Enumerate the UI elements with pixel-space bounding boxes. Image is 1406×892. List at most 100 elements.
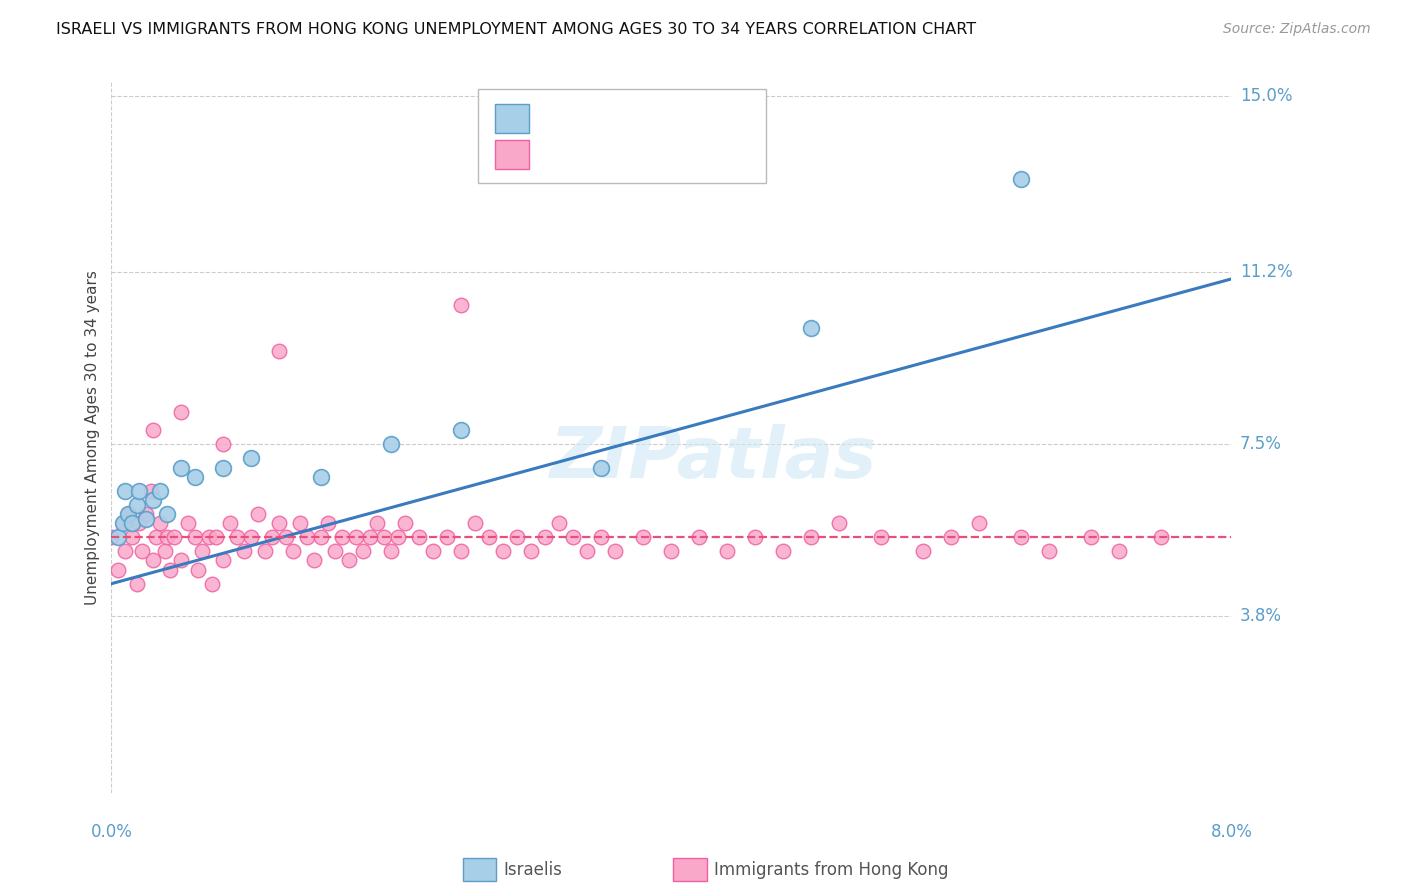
Point (464, 516, 486, 531)
Point (1150, 530, 1173, 544)
Point (661, 544, 683, 558)
Point (269, 516, 291, 531)
Point (117, 507, 139, 521)
Text: R =: R = (536, 110, 572, 128)
Point (170, 460, 193, 475)
Point (114, 544, 136, 558)
Point (506, 530, 529, 544)
Point (170, 405, 193, 419)
Point (117, 507, 139, 521)
Point (219, 516, 242, 531)
Point (311, 530, 333, 544)
Point (125, 498, 148, 512)
Point (149, 483, 172, 498)
Point (304, 553, 326, 567)
Point (520, 544, 543, 558)
Point (744, 530, 766, 544)
Point (163, 530, 186, 544)
Point (111, 516, 134, 531)
Text: 8.0%: 8.0% (1211, 823, 1253, 841)
Point (247, 507, 270, 521)
Point (128, 483, 150, 498)
Point (142, 423, 165, 437)
Point (240, 530, 263, 544)
Y-axis label: Unemployment Among Ages 30 to 34 years: Unemployment Among Ages 30 to 34 years (86, 270, 100, 605)
Point (332, 530, 354, 544)
Point (191, 544, 214, 558)
Text: 0.0%: 0.0% (90, 823, 132, 841)
Text: 15.0%: 15.0% (1240, 87, 1292, 105)
Point (380, 544, 402, 558)
Point (870, 530, 893, 544)
Text: 11.2%: 11.2% (1240, 263, 1292, 281)
Point (352, 544, 374, 558)
Point (1011, 530, 1033, 544)
Text: N =: N = (637, 110, 673, 128)
Point (318, 516, 340, 531)
Point (591, 530, 613, 544)
Point (450, 423, 472, 437)
Point (591, 460, 613, 475)
Point (576, 544, 599, 558)
Point (212, 553, 235, 567)
Point (772, 544, 794, 558)
Point (226, 530, 249, 544)
Point (145, 530, 167, 544)
Point (135, 511, 157, 525)
Point (534, 530, 557, 544)
Point (387, 530, 409, 544)
Point (125, 576, 148, 591)
Point (269, 344, 291, 359)
Point (107, 530, 129, 544)
Point (1011, 172, 1033, 186)
Point (131, 544, 153, 558)
Point (346, 530, 368, 544)
Point (422, 544, 444, 558)
Point (969, 516, 991, 531)
Point (240, 451, 263, 466)
Point (633, 530, 655, 544)
Point (450, 544, 472, 558)
Point (297, 530, 319, 544)
Text: 7.5%: 7.5% (1240, 435, 1282, 453)
Point (311, 470, 333, 484)
Text: Immigrants from Hong Kong: Immigrants from Hong Kong (714, 861, 949, 879)
Point (262, 530, 284, 544)
Point (373, 530, 395, 544)
Point (187, 563, 209, 577)
Point (121, 530, 143, 544)
Text: 0.005: 0.005 (574, 145, 626, 163)
Point (159, 563, 181, 577)
Text: ISRAELI VS IMMIGRANTS FROM HONG KONG UNEMPLOYMENT AMONG AGES 30 TO 34 YEARS CORR: ISRAELI VS IMMIGRANTS FROM HONG KONG UNE… (56, 22, 976, 37)
Point (135, 507, 157, 521)
Point (139, 483, 162, 498)
Point (198, 530, 221, 544)
Point (184, 530, 207, 544)
Point (828, 516, 851, 531)
Text: Israelis: Israelis (503, 861, 562, 879)
Text: 21: 21 (675, 110, 697, 128)
Point (605, 544, 627, 558)
Point (111, 516, 134, 531)
Point (142, 493, 165, 508)
Text: N =: N = (637, 145, 673, 163)
Text: 3.8%: 3.8% (1240, 607, 1282, 625)
Text: 90: 90 (675, 145, 697, 163)
Point (450, 298, 472, 312)
Point (716, 544, 738, 558)
Point (128, 516, 150, 531)
Point (359, 530, 381, 544)
Point (325, 544, 347, 558)
Point (212, 460, 235, 475)
Point (1080, 530, 1102, 544)
Point (149, 516, 172, 531)
Point (290, 516, 312, 531)
Point (492, 544, 515, 558)
Point (156, 507, 179, 521)
Point (339, 553, 361, 567)
Point (100, 530, 122, 544)
Point (478, 530, 501, 544)
Text: ZIPatlas: ZIPatlas (550, 424, 877, 492)
Point (800, 530, 823, 544)
Point (205, 530, 228, 544)
